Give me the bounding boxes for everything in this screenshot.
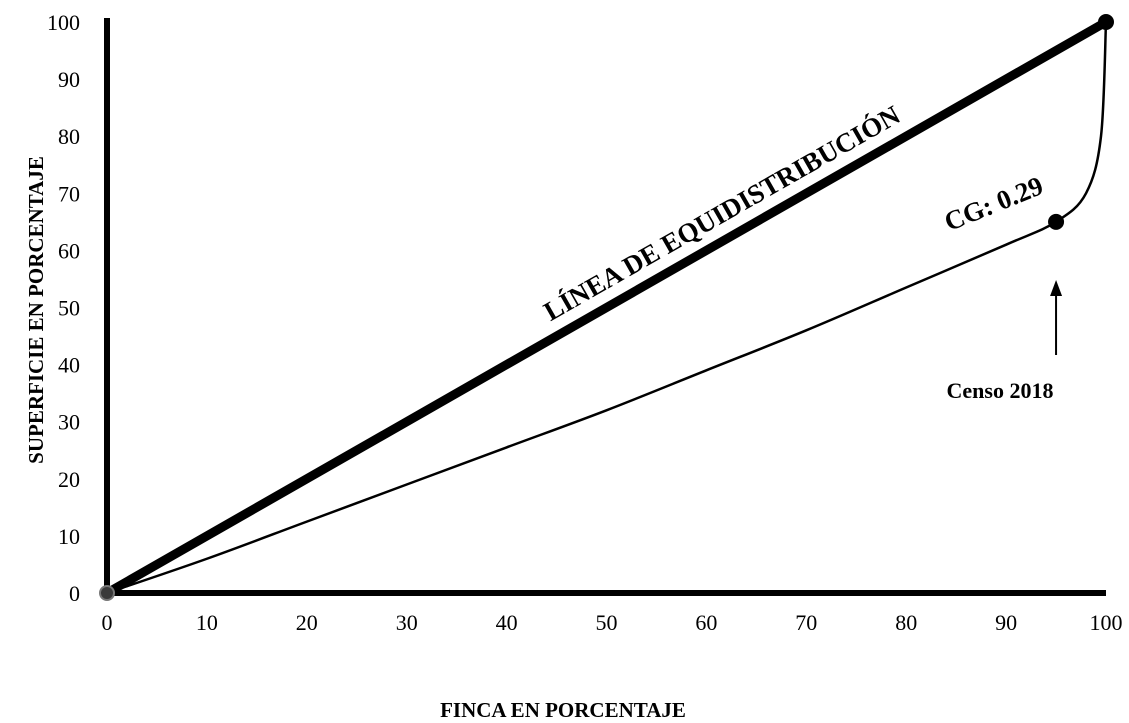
gini-coefficient-label: CG: 0.29 [940,170,1047,237]
x-axis-ticks: 0 10 20 30 40 50 60 70 80 90 100 [102,610,1123,635]
y-axis-title: SUPERFICIE EN PORCENTAJE [24,156,48,464]
x-tick-label: 70 [795,610,817,635]
y-tick-label: 100 [47,10,80,35]
y-tick-label: 60 [58,238,80,263]
y-tick-label: 20 [58,467,80,492]
x-tick-label: 40 [496,610,518,635]
x-tick-label: 60 [695,610,717,635]
x-tick-label: 80 [895,610,917,635]
y-tick-label: 0 [69,581,80,606]
censo-2018-label: Censo 2018 [947,378,1054,403]
censo-2018-marker [1048,213,1065,230]
origin-marker [99,585,115,601]
x-tick-label: 30 [396,610,418,635]
censo-arrowhead [1050,280,1063,296]
x-axis-title: FINCA EN PORCENTAJE [440,698,686,722]
x-tick-label: 50 [596,610,618,635]
x-tick-label: 100 [1090,610,1123,635]
y-tick-label: 40 [58,353,80,378]
y-tick-label: 30 [58,410,80,435]
lorenz-curve [106,21,1108,595]
y-tick-label: 80 [58,124,80,149]
y-tick-label: 50 [58,296,80,321]
y-tick-label: 90 [58,67,80,92]
equidistribution-label: LÍNEA DE EQUIDISTRIBUCIÓN [539,99,906,326]
y-axis-ticks: 0 10 20 30 40 50 60 70 80 90 100 [47,10,80,606]
endpoint-marker [1098,14,1114,30]
x-tick-label: 10 [196,610,218,635]
y-tick-label: 10 [58,524,80,549]
x-tick-label: 90 [995,610,1017,635]
equidistribution-line [102,17,1111,598]
x-tick-label: 20 [296,610,318,635]
y-tick-label: 70 [58,181,80,206]
x-tick-label: 0 [102,610,113,635]
